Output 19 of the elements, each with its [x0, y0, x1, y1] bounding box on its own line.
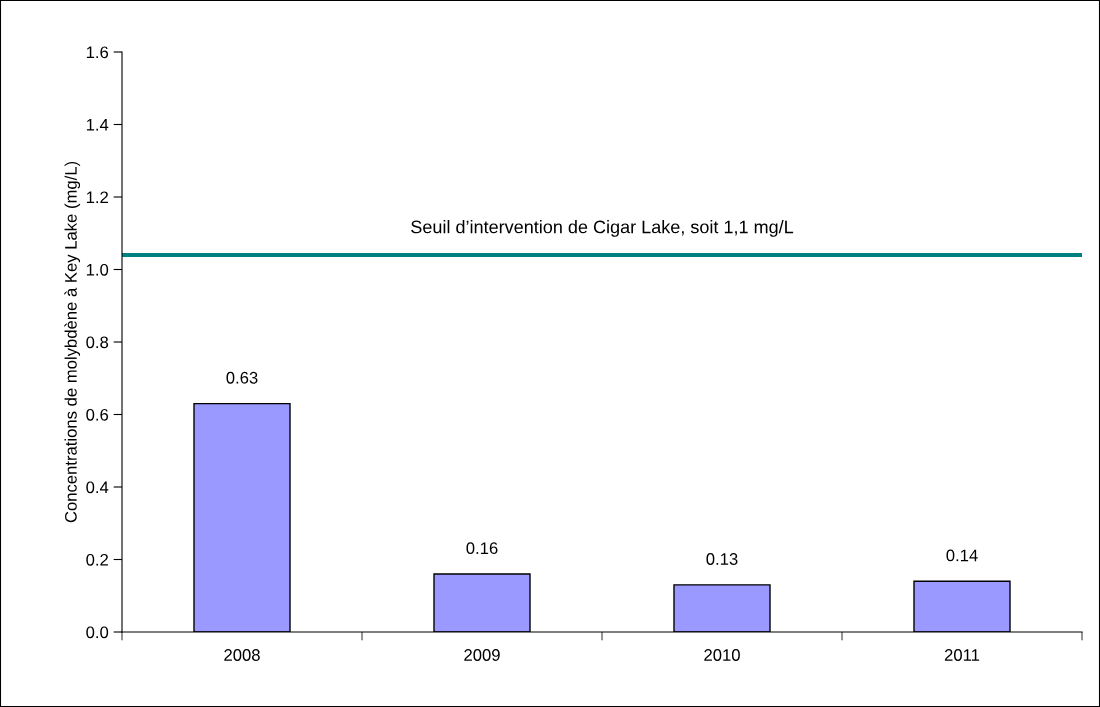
y-tick-label: 0.0	[86, 626, 109, 639]
y-tick-label: 0.6	[86, 408, 109, 421]
x-tick-label: 2010	[704, 649, 740, 661]
y-tick-label: 0.2	[86, 553, 108, 566]
x-tick-label: 2008	[224, 649, 260, 661]
y-tick-label: 1.0	[86, 263, 109, 276]
y-tick-label: 0.8	[86, 336, 109, 349]
x-tick-label: 2009	[464, 649, 500, 661]
x-tick-label: 2011	[944, 649, 980, 661]
data-label: 0.63	[226, 371, 258, 384]
y-tick-label: 1.2	[86, 191, 108, 204]
y-axis-title: Concentrations de molybdène à Key Lake (mg/L)	[64, 161, 81, 523]
y-tick-label: 1.6	[86, 46, 109, 59]
data-label: 0.16	[466, 542, 498, 555]
y-tick-label: 1.4	[86, 119, 109, 131]
data-label: 0.14	[946, 549, 978, 562]
data-label: 0.13	[706, 553, 738, 565]
ref-line-label: Seuil d’intervention de Cigar Lake, soit 1,1 mg/L	[411, 220, 794, 237]
y-tick-label: 0.4	[86, 481, 109, 494]
